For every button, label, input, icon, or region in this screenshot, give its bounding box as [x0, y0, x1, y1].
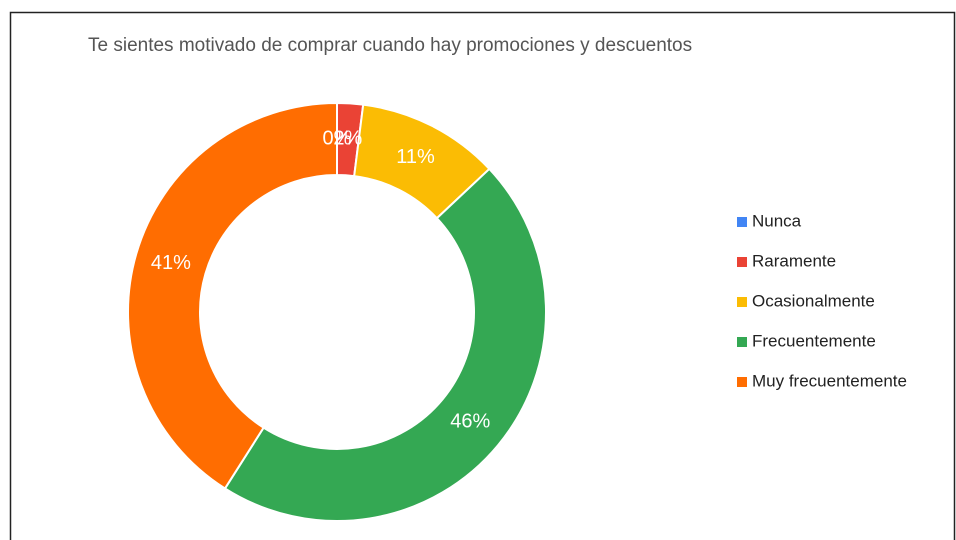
data-label: 46%	[450, 411, 490, 433]
legend-label: Ocasionalmente	[752, 291, 875, 310]
legend-swatch	[737, 257, 747, 267]
legend-swatch	[737, 337, 747, 347]
donut-slice	[223, 167, 547, 522]
donut-slice	[127, 101, 338, 490]
legend-swatch	[737, 377, 747, 387]
chart-title: Te sientes motivado de comprar cuando ha…	[88, 35, 692, 56]
legend-swatch	[737, 217, 747, 227]
data-label: 41%	[151, 252, 191, 274]
legend-label: Muy frecuentemente	[752, 371, 907, 390]
data-label: 0%	[323, 127, 352, 149]
legend-label: Frecuentemente	[752, 331, 876, 350]
legend-label: Nunca	[752, 211, 802, 230]
legend-label: Raramente	[752, 251, 836, 270]
data-label: 2%	[333, 128, 362, 150]
data-label: 11%	[396, 146, 435, 168]
legend-swatch	[737, 297, 747, 307]
